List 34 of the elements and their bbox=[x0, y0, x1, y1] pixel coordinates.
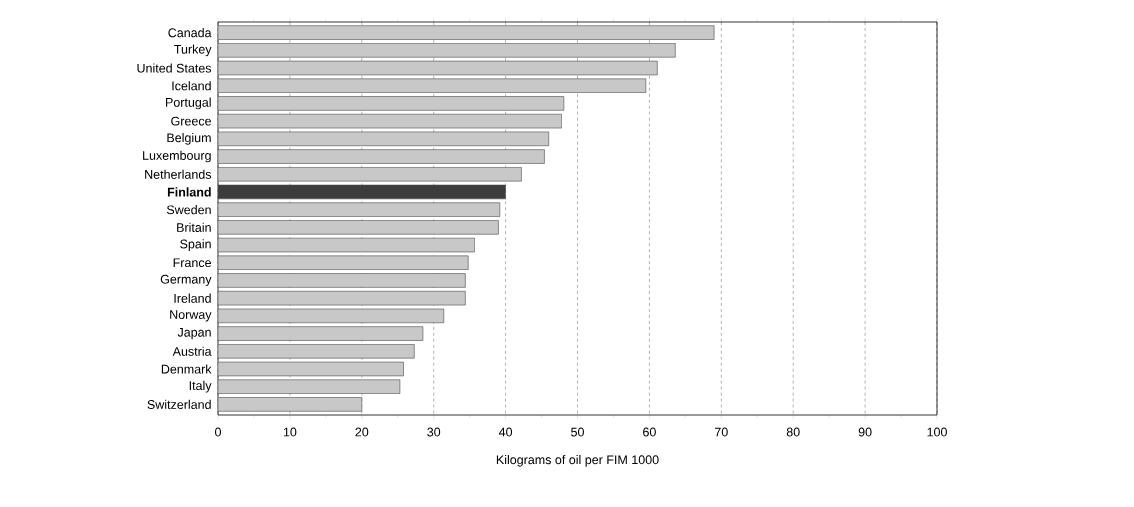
y-tick-label: Sweden bbox=[166, 205, 211, 215]
y-tick-label: Ireland bbox=[174, 293, 211, 303]
x-tick-label: 70 bbox=[715, 427, 728, 437]
y-tick-label: Belgium bbox=[167, 133, 211, 145]
x-tick-label: 10 bbox=[283, 427, 297, 437]
y-tick-label: Finland bbox=[167, 187, 211, 197]
x-tick-label: 100 bbox=[927, 427, 947, 437]
y-tick-label: Greece bbox=[171, 116, 211, 126]
y-tick-label: Iceland bbox=[172, 81, 211, 91]
x-tick-label: 40 bbox=[498, 427, 513, 437]
y-tick-label: Italy bbox=[189, 380, 212, 393]
y-tick-label: Canada bbox=[168, 28, 212, 38]
x-axis-title: Kilograms of oil per FIM 1000 bbox=[496, 455, 659, 467]
y-tick-label: Netherlands bbox=[145, 169, 212, 179]
y-tick-label: United States bbox=[137, 63, 212, 73]
y-tick-label: Portugal bbox=[166, 97, 211, 110]
x-tick-label: 60 bbox=[643, 427, 656, 437]
x-tick-label: 80 bbox=[786, 427, 800, 437]
x-tick-label: 20 bbox=[355, 427, 369, 437]
x-tick-label: 90 bbox=[858, 427, 872, 437]
x-tick-label: 30 bbox=[427, 427, 441, 437]
x-tick-label: 0 bbox=[215, 427, 221, 437]
y-tick-label: Norway bbox=[170, 310, 212, 322]
x-tick-label: 50 bbox=[571, 427, 584, 437]
y-tick-label: Denmark bbox=[161, 364, 212, 374]
y-tick-label: Britain bbox=[177, 222, 211, 232]
y-tick-label: Turkey bbox=[174, 44, 212, 57]
y-tick-label: Switzerland bbox=[147, 399, 211, 409]
y-tick-label: Japan bbox=[177, 327, 211, 340]
y-tick-label: Luxembourg bbox=[143, 150, 211, 163]
y-tick-label: France bbox=[173, 258, 211, 268]
y-tick-label: Germany bbox=[160, 274, 212, 287]
y-tick-label: Austria bbox=[172, 346, 212, 356]
y-tick-label: Spain bbox=[180, 239, 211, 251]
